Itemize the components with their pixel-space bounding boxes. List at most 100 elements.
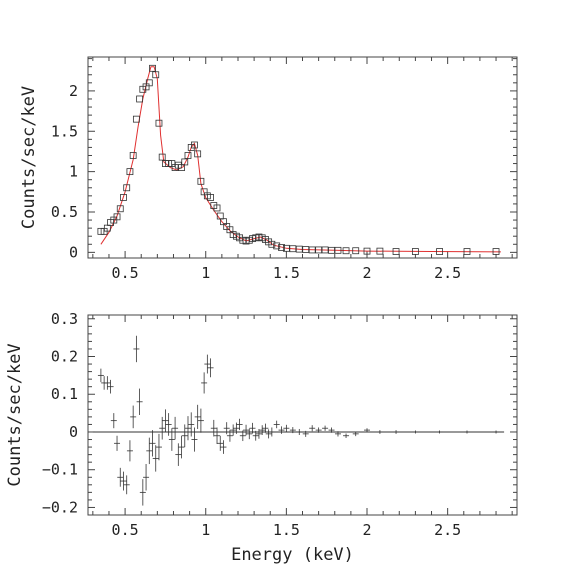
data-point [392, 248, 400, 255]
y-axis-label: Counts/sec/keV [19, 86, 39, 229]
residual-point [278, 426, 285, 434]
residual-point [97, 368, 104, 383]
model-line [100, 66, 501, 253]
residual-point [168, 428, 175, 451]
residual-point [143, 464, 150, 491]
data-point [123, 184, 131, 192]
residual-point [243, 424, 250, 436]
residuals-panel: 0.5 1 1.5 2 2.5 −0.2 −0.1 0 0.1 0.2 0.3 Counts/sec/… [5, 310, 518, 565]
residual-point [110, 413, 117, 429]
residual-point [217, 435, 224, 451]
residual-point [265, 429, 272, 439]
x-tick-label: 2 [362, 264, 371, 282]
residual-point [194, 404, 201, 429]
residual-point [188, 412, 195, 437]
residual-point [146, 437, 153, 465]
residual-point [123, 475, 130, 495]
residual-point [249, 422, 256, 434]
residual-point [412, 430, 419, 434]
residual-point [302, 430, 309, 437]
data-point [181, 158, 189, 166]
residual-point [364, 428, 371, 432]
residual-point [273, 420, 280, 429]
residual-point [309, 425, 316, 432]
residual-point [175, 443, 182, 466]
y-tick-label: 0.5 [51, 203, 78, 221]
y-tick-label: 1.5 [51, 122, 78, 140]
data-point [302, 246, 310, 253]
data-point [376, 247, 384, 255]
x-tick-label: 1 [201, 521, 210, 539]
residual-point [230, 424, 237, 436]
residual-point [352, 431, 359, 437]
x-tick-label: 1 [201, 264, 210, 282]
residual-point [126, 440, 133, 462]
residual-point [393, 430, 400, 434]
residual-point [165, 413, 172, 436]
data-point [328, 246, 335, 254]
residual-point [334, 431, 341, 437]
residual-point [376, 430, 383, 434]
y-tick-label: 0.2 [51, 348, 78, 366]
x-tick-label: 1.5 [273, 264, 300, 282]
data-point [334, 246, 342, 254]
residual-point [296, 428, 303, 435]
y-tick-label: 2 [69, 82, 78, 100]
y-tick-label: −0.2 [42, 498, 78, 516]
data-point [278, 244, 285, 251]
residual-point [117, 467, 124, 487]
data-point [116, 205, 124, 213]
data-point [126, 168, 134, 176]
data-point [155, 119, 163, 127]
residual-point [178, 435, 185, 459]
residual-point [328, 427, 335, 433]
residual-point [130, 405, 137, 429]
residual-point [436, 430, 443, 434]
data-point [113, 213, 121, 221]
spectrum-panel: 0.5 1 1.5 2 2.5 0 0.5 1 1.5 2 Counts/sec/keV [19, 56, 518, 282]
residual-point [139, 479, 146, 506]
residual-point [181, 424, 188, 448]
plot-frame [87, 56, 518, 259]
y-tick-label: 0.3 [51, 310, 78, 328]
data-point [308, 246, 316, 254]
data-point [463, 248, 471, 255]
y-tick-label: 1 [69, 163, 78, 181]
x-axis-label: Energy (keV) [231, 545, 354, 565]
data-point [129, 152, 137, 159]
residual-point [155, 433, 162, 461]
data-point [191, 141, 198, 149]
residual-point [159, 416, 166, 440]
data-point [289, 245, 297, 253]
residual-point [214, 427, 221, 445]
data-point [273, 242, 281, 250]
residual-point [162, 409, 169, 432]
y-tick-label: 0.1 [51, 385, 78, 403]
x-tick-label: 2.5 [434, 264, 461, 282]
data-point [411, 248, 419, 255]
data-point [342, 247, 350, 255]
residual-point [239, 430, 246, 442]
residual-point [252, 430, 259, 441]
plot-frame [87, 314, 518, 516]
x-tick-label: 0.5 [112, 521, 139, 539]
y-tick-label: 0 [69, 243, 78, 261]
residual-point [343, 433, 350, 439]
data-point [194, 150, 202, 158]
data-point [207, 194, 214, 201]
residual-point [149, 430, 156, 457]
residual-point [233, 422, 240, 434]
x-tick-label: 1.5 [273, 521, 300, 539]
data-point [213, 204, 221, 212]
residual-point [220, 440, 227, 454]
data-point [295, 245, 303, 253]
residual-point [152, 445, 159, 472]
data-point [136, 95, 144, 103]
x-tick-label: 0.5 [112, 264, 139, 282]
data-point [352, 247, 360, 255]
residual-point [268, 427, 275, 437]
residual-point [201, 372, 208, 394]
data-point [492, 248, 500, 255]
residual-point [107, 379, 114, 394]
